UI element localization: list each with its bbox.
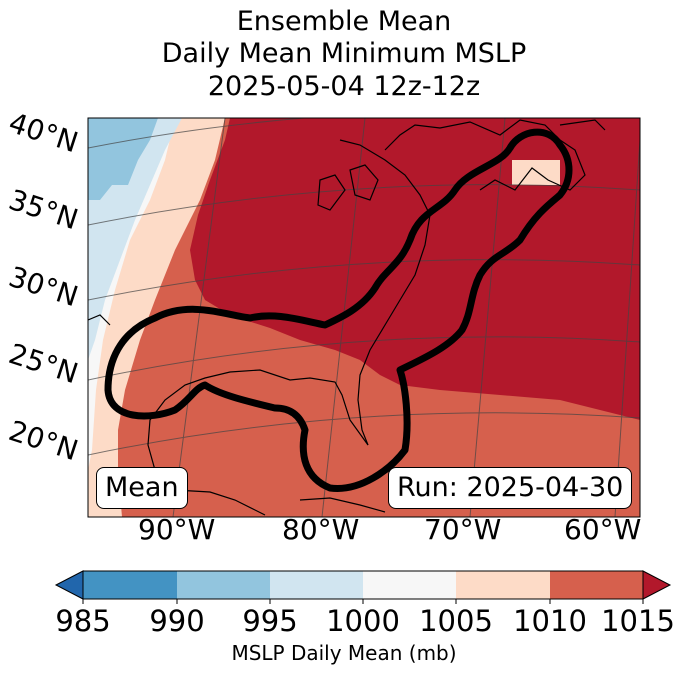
map-frame <box>87 117 641 518</box>
colorbar-bin-1010-1015 <box>550 571 643 599</box>
colorbar <box>54 570 672 604</box>
lon-label-90w: 90°W <box>138 513 216 546</box>
map-field <box>88 118 640 517</box>
colorbar-bin-1005-1010 <box>456 571 550 599</box>
colorbar-tick-1005: 1005 <box>419 604 493 638</box>
colorbar-bin-990-995 <box>177 571 270 599</box>
contour-line <box>104 128 573 492</box>
run-label: Run: 2025-04-30 <box>388 467 633 509</box>
colorbar-tick-990: 990 <box>149 604 205 638</box>
colorbar-tick-985: 985 <box>55 604 111 638</box>
lon-label-70w: 70°W <box>424 513 502 546</box>
colorbar-bin-1000-1005 <box>363 571 456 599</box>
title-line-3: 2025-05-04 12z-12z <box>207 71 481 102</box>
mean-label: Mean <box>96 467 188 509</box>
lon-label-80w: 80°W <box>282 513 360 546</box>
colorbar-tick-1015: 1015 <box>601 604 675 638</box>
colorbar-bin-985-990 <box>83 571 177 599</box>
colorbar-tick-1000: 1000 <box>326 604 400 638</box>
colorbar-bin-995-1000 <box>270 571 363 599</box>
colorbar-tick-995: 995 <box>242 604 298 638</box>
title-line-1: Ensemble Mean <box>236 6 452 37</box>
colorbar-tick-1010: 1010 <box>513 604 587 638</box>
title-line-2: Daily Mean Minimum MSLP <box>161 38 527 69</box>
colorbar-extend-high <box>642 570 672 600</box>
colorbar-label: MSLP Daily Mean (mb) <box>231 641 457 665</box>
field-ne-patch <box>512 160 560 185</box>
colorbar-extend-low <box>54 570 84 600</box>
lon-label-60w: 60°W <box>564 513 642 546</box>
